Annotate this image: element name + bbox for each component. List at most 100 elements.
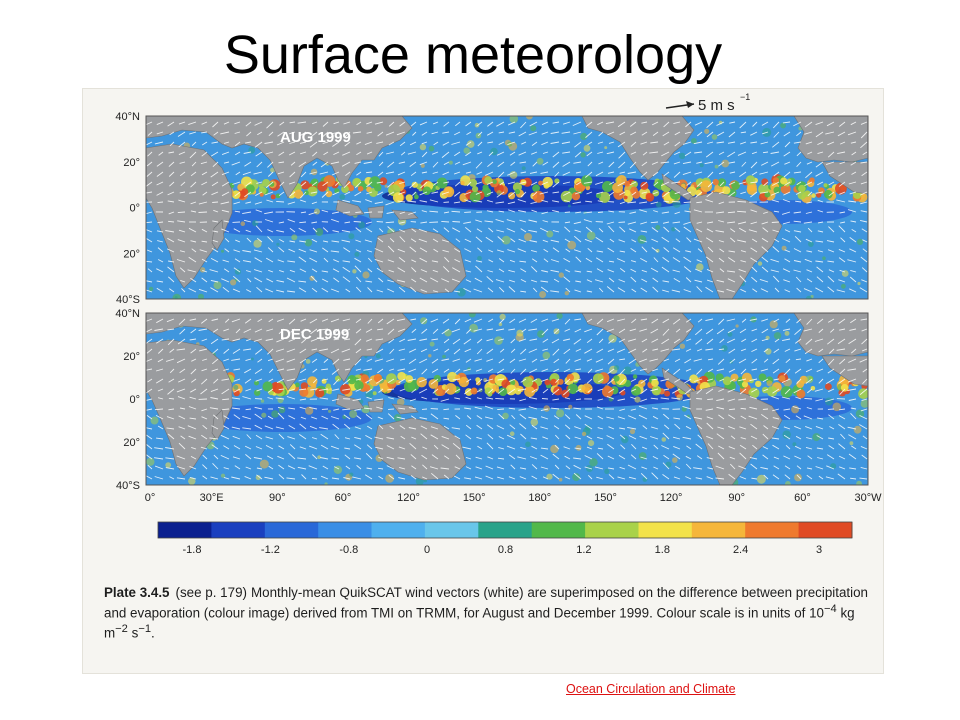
wind-vector xyxy=(179,267,186,273)
wind-vector xyxy=(672,247,681,253)
precip-minus-evap-cell xyxy=(809,177,815,183)
wind-vector xyxy=(730,228,736,233)
wind-vector xyxy=(342,328,351,334)
wind-vector xyxy=(453,348,461,355)
wind-vector xyxy=(398,477,406,480)
wind-vector xyxy=(157,259,164,263)
wind-vector xyxy=(466,415,472,420)
wind-vector xyxy=(322,465,329,470)
wind-vector xyxy=(564,221,571,224)
precip-minus-evap-cell xyxy=(571,192,581,201)
wind-vector xyxy=(156,121,164,126)
wind-vector xyxy=(750,181,758,184)
precip-minus-evap-cell xyxy=(397,371,406,381)
wind-vector xyxy=(762,433,769,440)
wind-vector xyxy=(278,433,285,440)
wind-vector xyxy=(476,348,483,355)
wind-vector xyxy=(408,378,417,382)
wind-vector xyxy=(584,328,593,333)
wind-vector xyxy=(156,171,164,177)
wind-vector xyxy=(849,328,857,331)
colour-scale-swatch xyxy=(424,522,479,538)
precip-minus-evap-cell xyxy=(369,176,381,188)
wind-vector xyxy=(671,348,681,351)
wind-vector xyxy=(299,268,307,273)
wind-vector xyxy=(323,257,329,263)
wind-vector xyxy=(385,151,395,155)
wind-vector xyxy=(474,358,483,362)
wind-vector xyxy=(244,378,252,384)
wind-vector xyxy=(431,131,439,135)
precip-minus-evap-cell xyxy=(766,386,778,397)
wind-vector xyxy=(398,328,406,333)
wind-vector xyxy=(773,378,780,381)
africa-landmass xyxy=(146,339,233,477)
wind-vector xyxy=(860,141,868,149)
wind-vector xyxy=(650,201,659,205)
wind-vector xyxy=(606,435,615,440)
wind-vector xyxy=(245,466,252,470)
wind-vector xyxy=(267,388,274,393)
wind-vector xyxy=(772,417,780,420)
wind-vector xyxy=(245,408,252,411)
wind-vector xyxy=(355,348,362,354)
wind-vector xyxy=(563,199,571,203)
wind-vector xyxy=(781,396,791,400)
wind-vector xyxy=(352,476,362,480)
wind-vector xyxy=(575,414,582,420)
wind-vector xyxy=(749,456,758,460)
wind-vector xyxy=(429,210,439,213)
wind-vector xyxy=(741,161,747,167)
wind-vector xyxy=(550,290,560,293)
precip-minus-evap-cell xyxy=(581,175,593,187)
wind-vector xyxy=(385,171,395,175)
wind-vector xyxy=(630,368,637,372)
wind-vector xyxy=(378,467,384,470)
wind-vector xyxy=(286,358,296,363)
wind-vector xyxy=(619,368,626,376)
caption-exp-1: −4 xyxy=(823,603,837,615)
wind-vector xyxy=(156,230,164,233)
wind-vector xyxy=(663,141,670,146)
wind-vector xyxy=(242,171,252,176)
wind-vector xyxy=(817,141,824,146)
wind-vector xyxy=(167,121,175,127)
wind-vector xyxy=(331,218,340,223)
precip-minus-evap-cell xyxy=(492,179,497,184)
wind-vector xyxy=(540,466,549,470)
wind-vector xyxy=(563,348,571,355)
wind-vector xyxy=(156,191,164,196)
wind-vector xyxy=(410,454,417,460)
wind-vector xyxy=(443,474,450,480)
wind-vector xyxy=(583,219,593,223)
wind-vector xyxy=(147,378,153,383)
wind-vector xyxy=(693,209,703,213)
wind-vector xyxy=(726,270,736,273)
wind-vector xyxy=(332,191,340,196)
wind-vector xyxy=(376,191,384,196)
wind-vector xyxy=(763,425,769,430)
wind-vector xyxy=(507,121,516,126)
wind-vector xyxy=(652,415,659,420)
wind-vector xyxy=(300,151,307,155)
wind-vector xyxy=(595,358,604,363)
precip-minus-evap-cell xyxy=(727,331,733,337)
precip-minus-evap-cell xyxy=(560,190,573,203)
wind-vector xyxy=(706,435,714,440)
wind-vector xyxy=(431,454,439,460)
source-link[interactable]: Ocean Circulation and Climate xyxy=(566,682,736,696)
wind-vector xyxy=(565,269,571,273)
wind-vector xyxy=(554,444,560,450)
wind-vector xyxy=(597,427,604,430)
wind-vector xyxy=(441,239,450,243)
wind-vector xyxy=(155,414,164,420)
wind-vector xyxy=(191,141,197,147)
wind-vector xyxy=(651,238,659,243)
precip-minus-evap-cell xyxy=(786,178,792,185)
wind-vector xyxy=(190,201,197,205)
wind-vector xyxy=(466,181,472,187)
wind-vector xyxy=(586,318,593,323)
wind-vector xyxy=(508,269,516,273)
wind-vector xyxy=(652,348,659,351)
precip-minus-evap-cell xyxy=(305,406,314,415)
